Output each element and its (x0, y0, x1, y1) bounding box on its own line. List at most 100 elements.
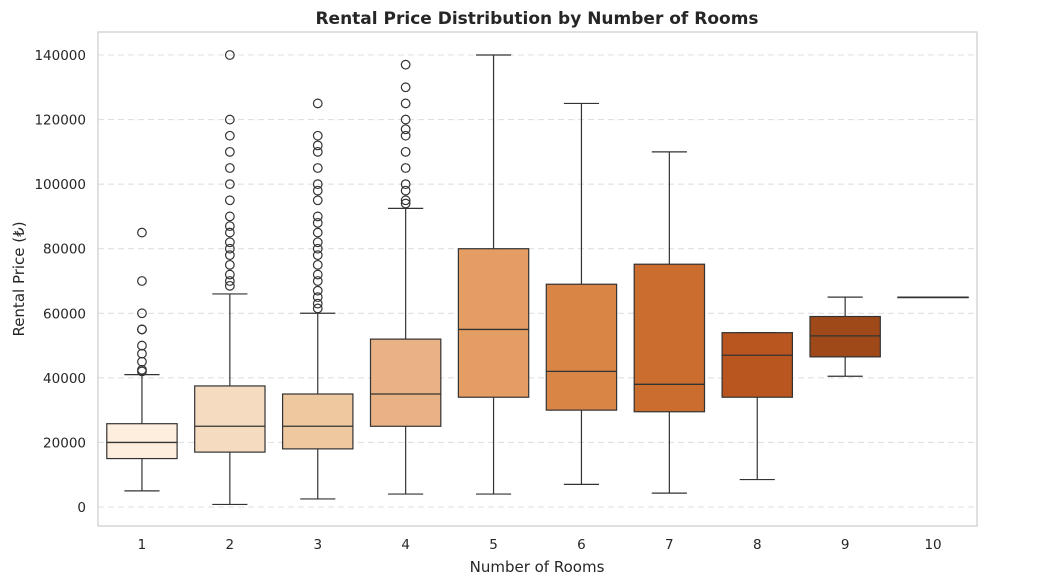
x-axis-label: Number of Rooms (470, 558, 605, 576)
outlier-point (224, 146, 235, 157)
outlier-point (224, 114, 235, 125)
outlier-point (312, 276, 323, 286)
box-group-7 (633, 151, 706, 494)
outlier-point (224, 130, 235, 141)
outlier-point (137, 340, 147, 351)
box-iqr (194, 385, 266, 453)
outlier-point (224, 280, 235, 291)
outlier-point (400, 59, 411, 70)
outlier-point (224, 50, 235, 60)
outlier-point (224, 259, 235, 270)
box-group-4 (369, 59, 442, 495)
outlier-point (312, 303, 323, 314)
box-group-3 (281, 98, 354, 500)
x-tick-label: 10 (924, 537, 941, 553)
x-tick-label: 4 (401, 537, 410, 553)
x-tick-label: 3 (313, 537, 322, 553)
outlier-point (312, 292, 323, 303)
box-iqr (545, 283, 618, 411)
box-iqr (721, 332, 794, 398)
box-iqr (457, 248, 530, 398)
outlier-point (224, 250, 235, 261)
y-tick-label: 140000 (34, 48, 86, 64)
box-layer (106, 50, 969, 506)
y-tick-label: 60000 (43, 306, 86, 322)
x-tick-label: 8 (753, 537, 762, 553)
box-group-10 (897, 296, 969, 299)
outlier-point (224, 221, 235, 232)
x-tick-labels: 1 2 3 4 5 6 7 8 9 10 (138, 537, 942, 553)
outlier-point (312, 146, 323, 157)
y-tick-label: 100000 (34, 177, 86, 193)
outlier-point (224, 211, 235, 222)
box-iqr (106, 423, 178, 460)
y-tick-label: 20000 (43, 435, 86, 451)
outlier-point (400, 163, 411, 173)
outlier-point (400, 82, 411, 93)
outlier-point (400, 198, 411, 209)
outlier-point (312, 250, 323, 261)
outlier-point (400, 146, 411, 157)
outlier-point (312, 298, 323, 309)
box-iqr (369, 338, 442, 427)
y-tick-label: 120000 (34, 113, 86, 129)
outlier-point (400, 130, 411, 141)
box-group-2 (194, 50, 266, 506)
y-tick-label: 80000 (43, 242, 86, 258)
y-tick-label: 40000 (43, 371, 86, 387)
outlier-point (400, 179, 411, 190)
outlier-point (224, 163, 235, 173)
outlier-point (312, 130, 323, 141)
grid-layer (98, 54, 977, 508)
outlier-point (312, 227, 323, 238)
outlier-point (224, 195, 235, 206)
outlier-point (224, 237, 235, 248)
outlier-point (312, 179, 323, 190)
x-tick-label: 7 (665, 537, 674, 553)
outlier-point (224, 276, 235, 286)
x-tick-label: 9 (841, 537, 850, 553)
x-tick-label: 6 (577, 537, 586, 553)
outlier-point (400, 185, 411, 196)
box-group-8 (721, 332, 794, 481)
outlier-point (312, 237, 323, 248)
y-tick-label: 0 (77, 500, 86, 516)
outlier-point (312, 163, 323, 173)
outlier-point (312, 98, 323, 109)
outlier-point (400, 98, 411, 109)
outlier-point (137, 227, 147, 238)
x-tick-label: 2 (226, 537, 235, 553)
outlier-point (312, 243, 323, 254)
outlier-point (137, 308, 147, 319)
outlier-point (224, 243, 235, 254)
plot-frame (97, 31, 978, 527)
outlier-point (312, 211, 323, 222)
box-group-6 (545, 102, 618, 485)
outlier-point (312, 185, 323, 196)
box-iqr (809, 315, 881, 358)
outlier-point (400, 195, 411, 206)
outlier-point (224, 269, 235, 280)
y-tick-labels: 0 20000 40000 60000 80000 100000 120000 140000 (34, 48, 86, 516)
outlier-point (224, 179, 235, 190)
y-axis-label: Rental Price (₺) (10, 221, 28, 336)
outlier-point (400, 114, 411, 125)
box-iqr (633, 263, 706, 413)
box-iqr (281, 393, 354, 450)
box-group-9 (809, 296, 881, 377)
outlier-point (312, 285, 323, 296)
outlier-point (400, 124, 411, 135)
x-tick-label: 1 (138, 537, 147, 553)
outlier-point (312, 195, 323, 206)
x-tick-label: 5 (489, 537, 498, 553)
outlier-point (224, 227, 235, 238)
outlier-point (137, 324, 147, 335)
outlier-point (312, 259, 323, 270)
outlier-point (312, 269, 323, 280)
chart-title: Rental Price Distribution by Number of R… (315, 9, 758, 29)
box-group-5 (457, 54, 530, 495)
box-group-1 (106, 227, 178, 492)
